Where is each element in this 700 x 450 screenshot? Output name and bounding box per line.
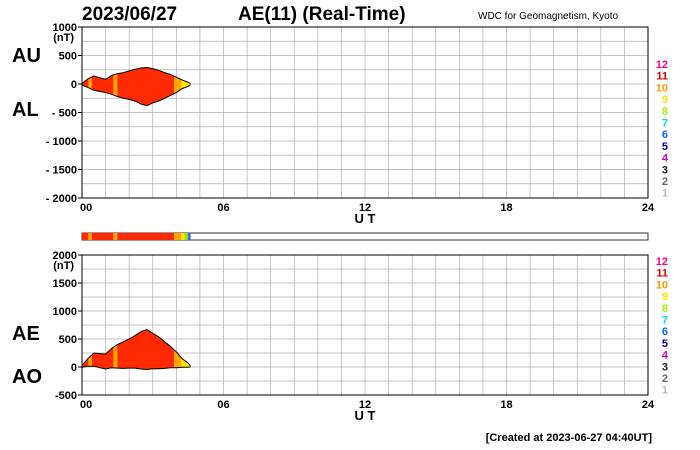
x-tick-label: 24: [642, 399, 655, 411]
station-bar-segment: [188, 233, 191, 240]
station-bar-segment: [184, 233, 189, 240]
legend-entry: 1: [662, 385, 668, 397]
y-tick-label: 2000: [53, 250, 77, 262]
station-count-bar: [81, 232, 649, 241]
station-bar-segment: [117, 233, 174, 240]
y-axis-unit-label: (nT): [53, 32, 74, 44]
legend-entry: 6: [662, 129, 668, 141]
x-tick-label: 12: [359, 202, 371, 214]
x-tick-label: 06: [217, 202, 229, 214]
side-label-ae: AE: [12, 323, 40, 345]
y-tick-label: 1500: [53, 278, 77, 290]
y-tick-label: 500: [59, 51, 77, 63]
legend-entry: 12: [656, 59, 668, 71]
side-label-al: AL: [12, 99, 39, 121]
station-bar-segment: [91, 233, 114, 240]
series-line-ao: [81, 365, 191, 371]
y-axis-unit-label: (nT): [53, 260, 74, 272]
data-source-label: WDC for Geomagnetism, Kyoto: [478, 11, 619, 22]
y-tick-label: - 500: [52, 108, 77, 120]
plot-frame: [81, 254, 649, 396]
x-tick-label: 00: [80, 202, 92, 214]
legend-entry: 5: [662, 141, 668, 153]
x-tick-label: 00: [80, 399, 92, 411]
legend-entry: 9: [662, 94, 668, 106]
legend-entry: 5: [662, 338, 668, 350]
legend-entry: 10: [656, 279, 668, 291]
side-label-au: AU: [12, 45, 41, 67]
x-tick-label: 12: [359, 399, 371, 411]
station-bar-segment: [88, 233, 92, 240]
legend-entry: 7: [662, 315, 668, 327]
legend-entry: 12: [656, 256, 668, 268]
legend-entry: 2: [662, 373, 668, 385]
y-tick-label: - 1500: [46, 165, 77, 177]
fill-band-tail: [181, 67, 191, 106]
y-tick-label: 1000: [53, 22, 77, 34]
fill-band-secondary: [88, 67, 92, 106]
legend-entry: 9: [662, 291, 668, 303]
plot-title: AE(11) (Real-Time): [238, 4, 406, 25]
x-axis-label: U T: [355, 211, 376, 226]
station-bar-segment: [173, 233, 182, 240]
y-tick-label: 1000: [53, 306, 77, 318]
station-bar-segment: [113, 233, 118, 240]
series-line-ae: [81, 328, 191, 367]
station-bar-segment: [181, 233, 185, 240]
legend-entry: 4: [662, 153, 669, 165]
chart-panel-au-al: 1000 500 0 - 500 - 1000 - 1500 - 2000 (nT) 00 06 1…: [12, 22, 669, 226]
y-tick-label: 0: [71, 79, 77, 91]
x-tick-label: 18: [500, 202, 512, 214]
side-label-ao: AO: [12, 366, 42, 388]
x-axis-label: U T: [355, 408, 376, 423]
y-tick-label: -500: [55, 390, 77, 402]
legend-entry: 2: [662, 176, 668, 188]
legend-entry: 11: [656, 71, 668, 83]
legend-entry: 11: [656, 268, 668, 280]
x-tick-label: 24: [642, 202, 655, 214]
legend-entry: 3: [662, 164, 668, 176]
x-tick-label: 06: [217, 399, 229, 411]
y-tick-label: 0: [71, 362, 77, 374]
fill-band-secondary: [173, 67, 182, 106]
station-bar-segment: [82, 233, 89, 240]
legend-entry: 8: [662, 106, 668, 118]
series-line-au: [81, 66, 191, 84]
legend-entry: 10: [656, 82, 668, 94]
y-tick-label: - 1000: [46, 136, 77, 148]
x-tick-label: 18: [500, 399, 512, 411]
fill-band-secondary: [113, 329, 118, 370]
legend-entry: 1: [662, 188, 668, 200]
y-tick-label: 500: [59, 334, 77, 346]
legend-entry: 7: [662, 118, 668, 130]
fill-band-secondary: [113, 67, 118, 106]
y-tick-label: - 2000: [46, 193, 77, 205]
legend-entry: 3: [662, 361, 668, 373]
legend-entry: 4: [662, 350, 669, 362]
created-timestamp: [Created at 2023-06-27 04:40UT]: [485, 432, 652, 444]
series-line-al: [81, 84, 191, 107]
plot-date: 2023/06/27: [82, 4, 178, 25]
legend-entry: 8: [662, 303, 668, 315]
legend-entry: 6: [662, 326, 668, 338]
